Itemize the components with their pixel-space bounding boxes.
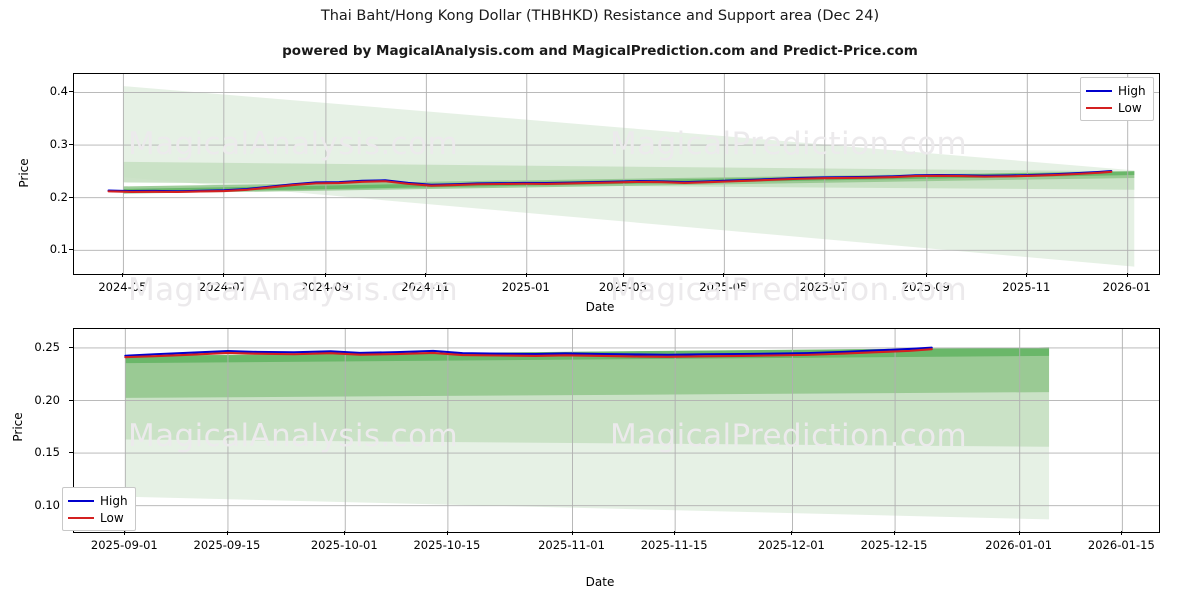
x-tick-mark (622, 273, 624, 277)
x-tick-mark (324, 273, 326, 277)
low-line-swatch (1086, 106, 1112, 109)
y-tick-label: 0.20 (34, 392, 60, 407)
page-title: Thai Baht/Hong Kong Dollar (THBHKD) Resi… (320, 8, 880, 24)
x-tick-mark (571, 531, 573, 535)
legend-label-low: Low (100, 510, 124, 525)
top-chart-svg (74, 74, 1159, 274)
legend-row-high: High (1086, 82, 1146, 99)
x-tick-mark (425, 273, 427, 277)
series-line-low (124, 348, 933, 359)
y-tick-mark (69, 452, 73, 454)
x-tick-label: 2024-07 (198, 280, 247, 294)
legend-label-high: High (1118, 83, 1146, 98)
y-tick-label: 0.3 (49, 137, 68, 152)
bottom-chart-svg (74, 329, 1159, 532)
y-tick-label: 0.25 (34, 339, 60, 354)
x-tick-label: 2025-11 (1002, 280, 1051, 294)
bottom-x-axis-label: Date (585, 575, 615, 589)
x-tick-mark (222, 273, 224, 277)
y-tick-label: 0.4 (49, 84, 68, 99)
y-tick-mark (69, 91, 73, 93)
legend-row-low: Low (1086, 99, 1146, 116)
x-tick-mark (226, 531, 228, 535)
x-tick-label: 2025-01 (501, 280, 550, 294)
x-tick-label: 2026-01-01 (985, 538, 1053, 552)
x-tick-label: 2025-12-15 (860, 538, 928, 552)
x-tick-mark (1026, 273, 1028, 277)
x-tick-label: 2024-09 (300, 280, 349, 294)
x-tick-mark (1121, 531, 1123, 535)
y-tick-label: 0.2 (49, 189, 68, 204)
x-tick-label: 2025-09-15 (193, 538, 261, 552)
top-y-axis-label: Price (17, 158, 31, 188)
x-tick-label: 2025-11-15 (640, 538, 708, 552)
x-tick-label: 2025-05 (699, 280, 748, 294)
y-tick-label: 0.10 (34, 497, 60, 512)
x-tick-mark (674, 531, 676, 535)
high-line-swatch (1086, 89, 1112, 92)
legend-label-low: Low (1118, 100, 1142, 115)
bottom-chart-panel: Price 2025-09-01 2025-09-15 2025-10-01 2025… (0, 310, 1200, 600)
high-line-swatch (68, 499, 94, 502)
series-line-low (107, 170, 1113, 194)
x-tick-label: 2024-11 (401, 280, 450, 294)
top-x-axis-label: Date (585, 300, 615, 314)
x-tick-label: 2026-01-15 (1087, 538, 1155, 552)
legend-row-high: High (68, 492, 128, 509)
x-tick-mark (894, 531, 896, 535)
legend-label-high: High (100, 493, 128, 508)
y-tick-mark (69, 196, 73, 198)
x-tick-label: 2025-03 (598, 280, 647, 294)
x-tick-mark (122, 273, 124, 277)
x-tick-mark (446, 531, 448, 535)
x-tick-label: 2025-09 (901, 280, 950, 294)
x-tick-mark (823, 273, 825, 277)
y-tick-mark (69, 399, 73, 401)
y-tick-label: 0.15 (34, 445, 60, 460)
x-tick-mark (925, 273, 927, 277)
y-tick-mark (69, 346, 73, 348)
x-tick-label: 2025-11-01 (538, 538, 605, 552)
top-chart-panel: Price 2024-05 2024-07 2024-09 2024-11 2025-0… (17, 73, 1160, 314)
y-tick-label: 0.1 (49, 242, 68, 257)
y-tick-mark (69, 249, 73, 251)
y-tick-mark (69, 144, 73, 146)
x-tick-mark (124, 531, 126, 535)
x-tick-mark (723, 273, 725, 277)
low-line-swatch (68, 516, 94, 519)
x-tick-label: 2024-05 (98, 280, 147, 294)
page-subtitle: powered by MagicalAnalysis.com and Magic… (282, 43, 918, 59)
x-tick-label: 2025-12-01 (758, 538, 825, 552)
x-tick-label: 2025-10-01 (310, 538, 378, 552)
x-tick-mark (525, 273, 527, 277)
x-tick-mark (1126, 273, 1128, 277)
x-tick-mark (1018, 531, 1020, 535)
x-tick-mark (791, 531, 793, 535)
x-tick-label: 2026-01 (1102, 280, 1151, 294)
x-tick-mark (344, 531, 346, 535)
bottom-legend[interactable]: High Low (62, 487, 136, 531)
x-tick-label: 2025-07 (799, 280, 848, 294)
top-plot-area (73, 73, 1160, 275)
top-legend[interactable]: High Low (1080, 77, 1154, 121)
series-line-high (124, 346, 933, 357)
x-tick-label: 2025-10-15 (413, 538, 481, 552)
legend-row-low: Low (68, 509, 128, 526)
x-tick-label: 2025-09-01 (90, 538, 158, 552)
bottom-plot-area (73, 328, 1160, 533)
